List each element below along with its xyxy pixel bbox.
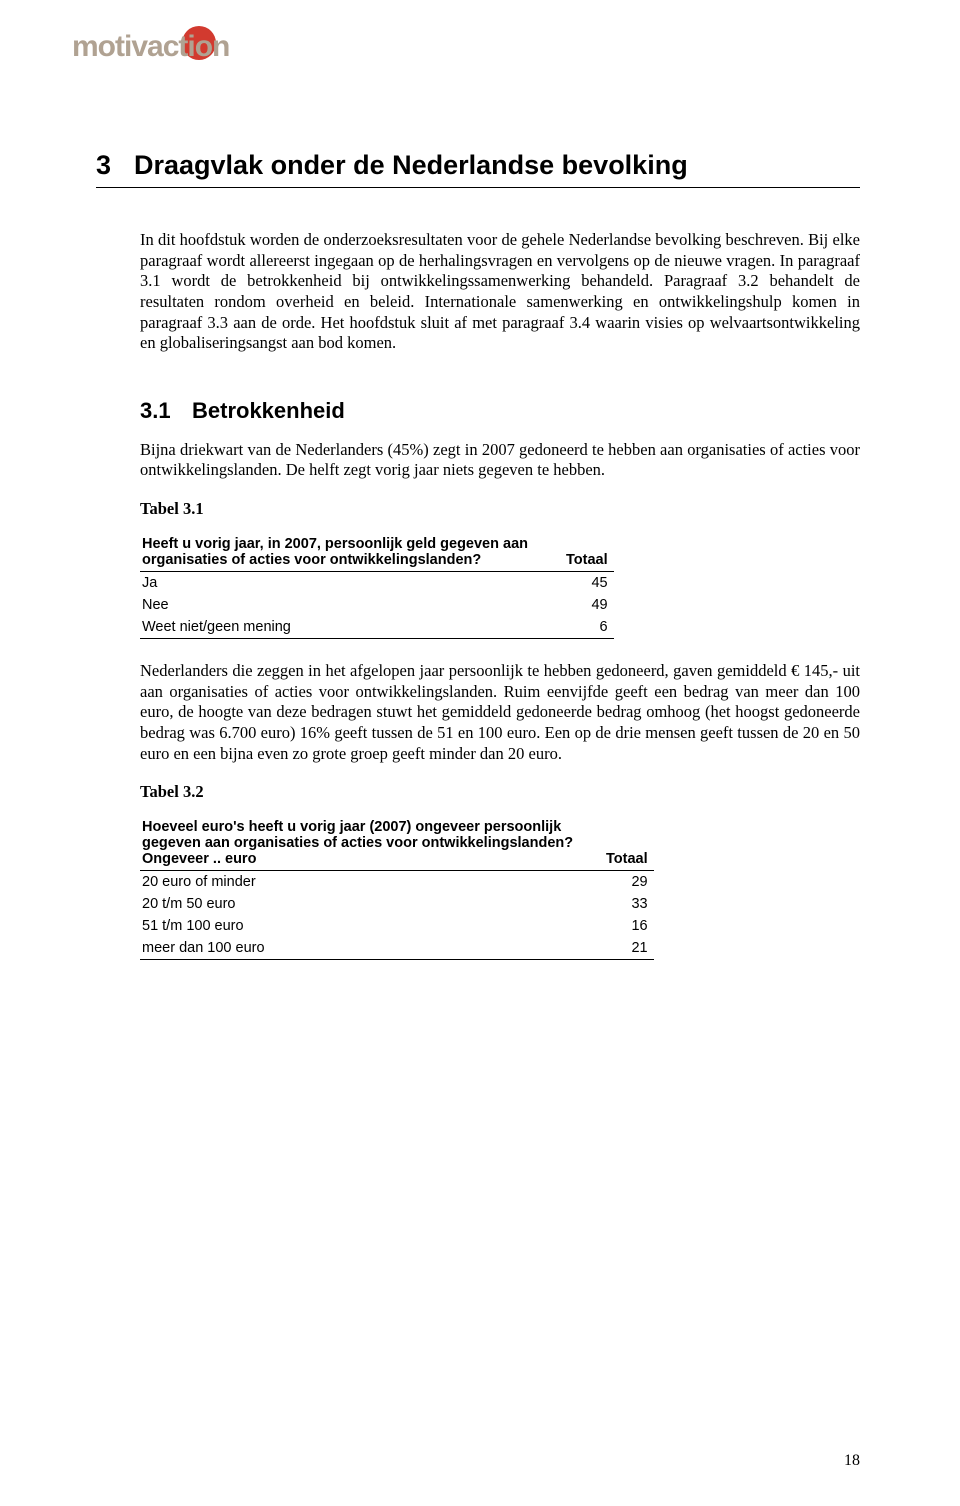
- row-label: 20 t/m 50 euro: [140, 893, 588, 915]
- table-3-1: Heeft u vorig jaar, in 2007, persoonlijk…: [140, 533, 614, 639]
- row-label: meer dan 100 euro: [140, 937, 588, 960]
- row-value: 21: [588, 937, 654, 960]
- chapter-heading: 3Draagvlak onder de Nederlandse bevolkin…: [96, 150, 860, 188]
- chapter-number: 3: [96, 150, 134, 181]
- table-row: 20 euro of minder 29: [140, 871, 654, 894]
- table-row: Nee 49: [140, 594, 614, 616]
- row-label: Weet niet/geen mening: [140, 616, 548, 639]
- mid-paragraph: Nederlanders die zeggen in het afgelopen…: [140, 661, 860, 764]
- logo-wordmark: motivaction: [72, 32, 229, 62]
- row-value: 33: [588, 893, 654, 915]
- section-number: 3.1: [140, 398, 192, 424]
- section-heading-3-1: 3.1Betrokkenheid: [140, 398, 860, 424]
- row-label: Ja: [140, 572, 548, 595]
- table-3-2-question: Hoeveel euro's heeft u vorig jaar (2007)…: [140, 816, 588, 871]
- table-3-1-question: Heeft u vorig jaar, in 2007, persoonlijk…: [140, 533, 548, 572]
- section-3-1-paragraph: Bijna driekwart van de Nederlanders (45%…: [140, 440, 860, 481]
- table-3-1-label: Tabel 3.1: [140, 499, 860, 519]
- brand-logo: motivaction: [72, 32, 229, 62]
- table-row: meer dan 100 euro 21: [140, 937, 654, 960]
- row-label: Nee: [140, 594, 548, 616]
- table-3-2: Hoeveel euro's heeft u vorig jaar (2007)…: [140, 816, 654, 960]
- row-value: 16: [588, 915, 654, 937]
- row-label: 51 t/m 100 euro: [140, 915, 588, 937]
- row-value: 45: [548, 572, 614, 595]
- chapter-title: Draagvlak onder de Nederlandse bevolking: [134, 150, 688, 180]
- table-3-2-label: Tabel 3.2: [140, 782, 860, 802]
- row-label: 20 euro of minder: [140, 871, 588, 894]
- table-3-1-col-total: Totaal: [548, 533, 614, 572]
- table-row: Ja 45: [140, 572, 614, 595]
- page-number: 18: [844, 1452, 860, 1470]
- table-row: 20 t/m 50 euro 33: [140, 893, 654, 915]
- page-content: 3Draagvlak onder de Nederlandse bevolkin…: [140, 150, 860, 960]
- row-value: 6: [548, 616, 614, 639]
- table-row: Weet niet/geen mening 6: [140, 616, 614, 639]
- row-value: 29: [588, 871, 654, 894]
- intro-paragraph: In dit hoofdstuk worden de onderzoeksres…: [140, 230, 860, 354]
- table-row: 51 t/m 100 euro 16: [140, 915, 654, 937]
- row-value: 49: [548, 594, 614, 616]
- section-title: Betrokkenheid: [192, 398, 345, 423]
- table-3-2-col-total: Totaal: [588, 816, 654, 871]
